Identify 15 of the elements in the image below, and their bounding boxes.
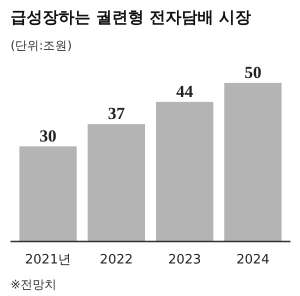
bar (224, 82, 282, 242)
x-tick-label: 2023 (168, 252, 202, 268)
bar (19, 146, 77, 242)
chart-title: 급성장하는 궐련형 전자담배 시장 (10, 8, 252, 26)
chart-subtitle: (단위:조원) (10, 38, 72, 52)
bar (156, 102, 214, 242)
text: ※전망치 (10, 278, 57, 292)
x-tick-label: 2021년 (25, 252, 72, 268)
data-label: 37 (108, 104, 126, 124)
data-label: 30 (40, 126, 57, 146)
x-tick-label: 2024 (236, 252, 270, 268)
bar (88, 124, 146, 242)
data-label: 50 (244, 62, 262, 82)
x-tick-label: 2022 (100, 252, 133, 268)
data-label: 44 (176, 82, 194, 101)
